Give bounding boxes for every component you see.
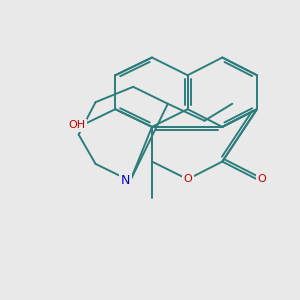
Text: OH: OH [68,120,86,130]
Text: O: O [183,174,192,184]
Text: O: O [258,174,266,184]
Text: N: N [121,174,130,187]
